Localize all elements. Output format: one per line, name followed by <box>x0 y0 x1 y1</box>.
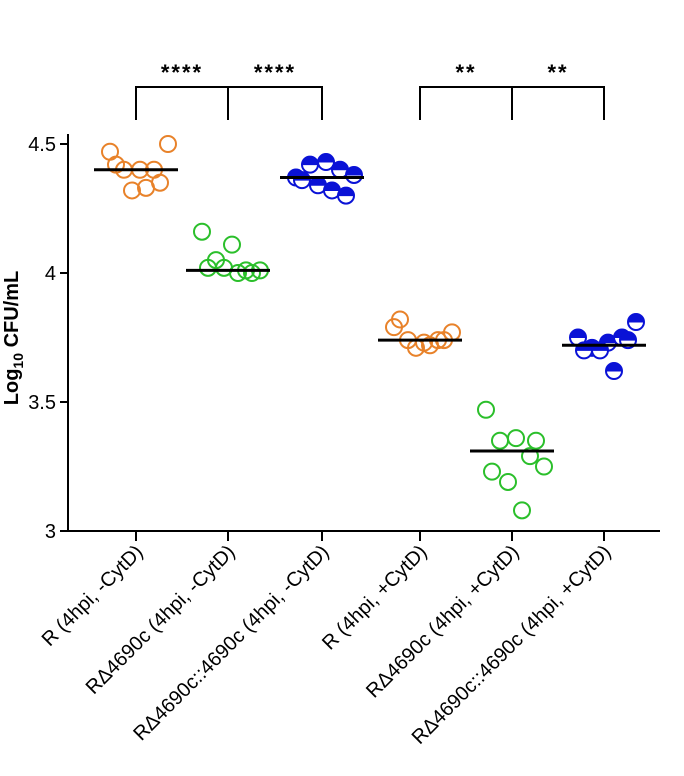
significance-brackets: **** **** ** ** <box>135 60 605 120</box>
data-point <box>605 362 623 381</box>
y-tick-label: 4.5 <box>28 134 56 156</box>
significance-label: **** <box>254 60 296 85</box>
significance-label: **** <box>161 60 203 85</box>
x-category-labels: R (4hpi, -CytD)RΔ4690c (4hpi, -CytD)RΔ46… <box>38 541 616 749</box>
data-point-fill <box>569 329 587 338</box>
axes <box>67 134 660 541</box>
y-tick-label: 3.5 <box>28 392 56 414</box>
data-point <box>521 447 539 466</box>
x-category-label: RΔ4690c::4690c (4hpi, +CytD) <box>408 541 616 749</box>
data-point <box>223 235 241 254</box>
data-point-fill <box>345 166 363 176</box>
data-point-fill <box>337 187 355 197</box>
significance-bracket <box>227 86 323 120</box>
data-point <box>527 431 545 450</box>
y-tick-label: 3 <box>45 521 56 543</box>
data-point <box>293 171 311 190</box>
data-point <box>513 501 531 520</box>
x-category-label: RΔ4690c (4hpi, +CytD) <box>362 541 523 702</box>
significance-bracket <box>135 86 229 120</box>
data-point <box>317 153 335 172</box>
x-category-label: RΔ4690c::4690c (4hpi, -CytD) <box>129 541 333 745</box>
data-point-fill <box>627 313 645 323</box>
data-point <box>151 173 169 192</box>
data-point <box>107 155 125 174</box>
y-axis-label: Log10 CFU/mL <box>1 271 26 405</box>
data-point <box>243 264 261 282</box>
x-category-label: RΔ4690c (4hpi, -CytD) <box>82 541 240 699</box>
data-point <box>499 472 517 491</box>
significance-label: ** <box>455 60 476 85</box>
significance-bracket <box>511 86 605 120</box>
data-point <box>301 155 319 174</box>
data-point <box>483 462 501 481</box>
data-point <box>535 457 553 476</box>
data-point <box>627 313 645 332</box>
data-point <box>337 186 355 205</box>
data-point-fill <box>619 331 637 341</box>
y-ticks: 3 3.5 4 4.5 <box>28 134 68 543</box>
data-point <box>159 135 177 153</box>
data-point-fill <box>317 153 335 163</box>
data-point <box>477 400 495 419</box>
data-points <box>101 135 645 520</box>
data-point-fill <box>605 362 623 372</box>
data-point <box>229 264 247 282</box>
data-point <box>345 165 363 184</box>
significance-bracket <box>419 86 513 120</box>
y-tick-label: 4 <box>45 263 56 285</box>
data-point <box>123 181 141 200</box>
data-point <box>193 222 211 241</box>
significance-label: ** <box>547 60 568 85</box>
data-point <box>391 310 409 329</box>
mean-lines <box>94 168 646 453</box>
data-point <box>491 431 509 450</box>
data-point <box>507 429 525 448</box>
